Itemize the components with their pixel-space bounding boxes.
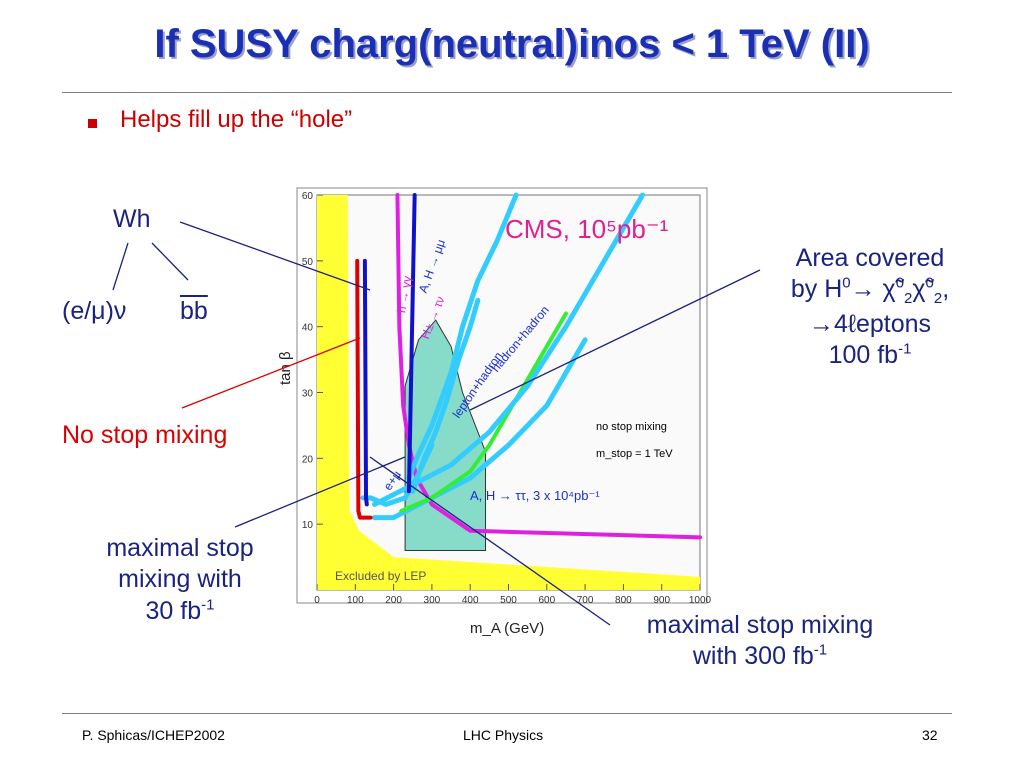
x-tick-label-4: 400 (462, 595, 479, 606)
area-line-2-sup: 0 (842, 274, 851, 292)
area-line-2-sup-c: 0 (925, 274, 934, 292)
bb-label: bb (180, 297, 208, 325)
title-divider (62, 92, 952, 93)
y-tick-label-5: 60 (302, 191, 314, 202)
max30-line-1: maximal stop (106, 534, 254, 562)
wh-to-enu-arrow (112, 242, 129, 291)
no-stop-mixing-label: No stop mixing (62, 421, 228, 449)
lep-region-label: Excluded by LEP (335, 569, 426, 583)
y-tick-label-2: 30 (302, 389, 314, 400)
area-line-4: 100 fb-1 (745, 340, 995, 371)
area-line-2-sub-a: 2 (904, 290, 913, 308)
area-pointer-line (469, 269, 761, 411)
series-line-9 (406, 193, 417, 494)
max30-label: maximal stop mixing with 30 fb-1 (70, 533, 290, 627)
slide-title: If SUSY charg(neutral)inos < 1 TeV (II) (154, 22, 870, 66)
area-covered-label: Area covered by H0→ χ̃02χ̃02, →4ℓeptons … (745, 243, 995, 372)
footer-author: P. Sphicas/ICHEP2002 (82, 727, 225, 743)
no-stop-pointer-line (181, 337, 361, 409)
annotation-arrows (112, 221, 761, 626)
series-line-4 (399, 311, 568, 513)
bullet-square-icon (88, 119, 97, 128)
legend-line-2: m_stop = 1 TeV (596, 448, 673, 460)
area-line-2-sub-b: 2 (933, 290, 943, 308)
y-tick-label-1: 20 (302, 454, 314, 465)
x-tick-label-6: 600 (538, 595, 555, 606)
area-line-2-sup-b: 0 (895, 274, 905, 292)
max300-pointer-line (369, 456, 611, 626)
x-tick-label-7: 700 (577, 595, 594, 606)
bullet-text: Helps fill up the “hole” (120, 106, 353, 133)
area-line-4-exponent: -1 (898, 340, 912, 358)
x-tick-label-5: 500 (500, 595, 517, 606)
series-label-0: h → γγ (394, 275, 414, 314)
legend-line-1: no stop mixing (596, 421, 667, 433)
wh-to-bb-arrow (151, 242, 189, 281)
area-line-2: by H0→ χ̃02χ̃02, (745, 274, 995, 309)
x-tick-label-0: 0 (314, 595, 320, 606)
series-line-6 (360, 442, 435, 507)
area-line-2-d: , (942, 275, 950, 304)
enu-label: (e/μ)ν (62, 297, 127, 325)
max300-line-2: with 300 fb-1 (595, 641, 925, 672)
max30-line-3: 30 fb-1 (70, 596, 290, 627)
max300-label: maximal stop mixing with 300 fb-1 (595, 610, 925, 673)
series-line-8 (362, 258, 369, 507)
area-line-3: →4ℓeptons (808, 310, 932, 338)
att-region-label: A, H → ττ, 3 x 10⁴pb⁻¹ (470, 488, 600, 503)
max30-line-2: mixing with (118, 565, 242, 594)
footer-divider (62, 713, 952, 714)
chart-header: CMS, 10⁵pb⁻¹ (505, 214, 669, 244)
max30-pointer-line (234, 456, 406, 528)
area-line-2-b: → χ̃ (850, 275, 896, 304)
max30-value: 30 fb (145, 596, 202, 625)
footer-title: LHC Physics (463, 727, 544, 743)
series-line-3 (371, 337, 588, 521)
x-axis-label: m_A (GeV) (470, 620, 544, 637)
max300-exponent: -1 (813, 641, 828, 659)
series-line-5 (371, 192, 646, 507)
max300-value: with 300 fb (692, 642, 814, 671)
max30-exponent: -1 (201, 596, 215, 614)
wh-pointer-line (179, 221, 371, 291)
area-line-2-a: by H (790, 275, 843, 304)
max300-line-1: maximal stop mixing (646, 611, 874, 639)
area-line-1: Area covered (795, 244, 945, 272)
x-tick-label-3: 300 (424, 595, 441, 606)
plot-frame (316, 194, 701, 591)
x-tick-label-10: 1000 (689, 595, 712, 606)
x-tick-label-2: 200 (385, 595, 402, 606)
chart-ticks: 0 100 200 300 400 500 600 700 800 900 1000 10 20 30 40… (302, 191, 712, 606)
series-line-7 (355, 258, 373, 520)
lep-excluded-region (317, 195, 700, 590)
x-tick-label-1: 100 (347, 595, 364, 606)
area-line-2-c: χ̃ (912, 275, 926, 304)
y-tick-label-4: 50 (302, 257, 314, 268)
x-tick-label-8: 800 (615, 595, 632, 606)
y-tick-label-3: 40 (302, 323, 314, 334)
wh-label: Wh (113, 205, 151, 233)
footer-page-number: 32 (922, 727, 938, 743)
y-tick-label-0: 10 (302, 520, 314, 531)
series-line-1 (406, 192, 519, 481)
x-tick-label-9: 900 (653, 595, 670, 606)
area-line-4-value: 100 fb (828, 341, 899, 370)
